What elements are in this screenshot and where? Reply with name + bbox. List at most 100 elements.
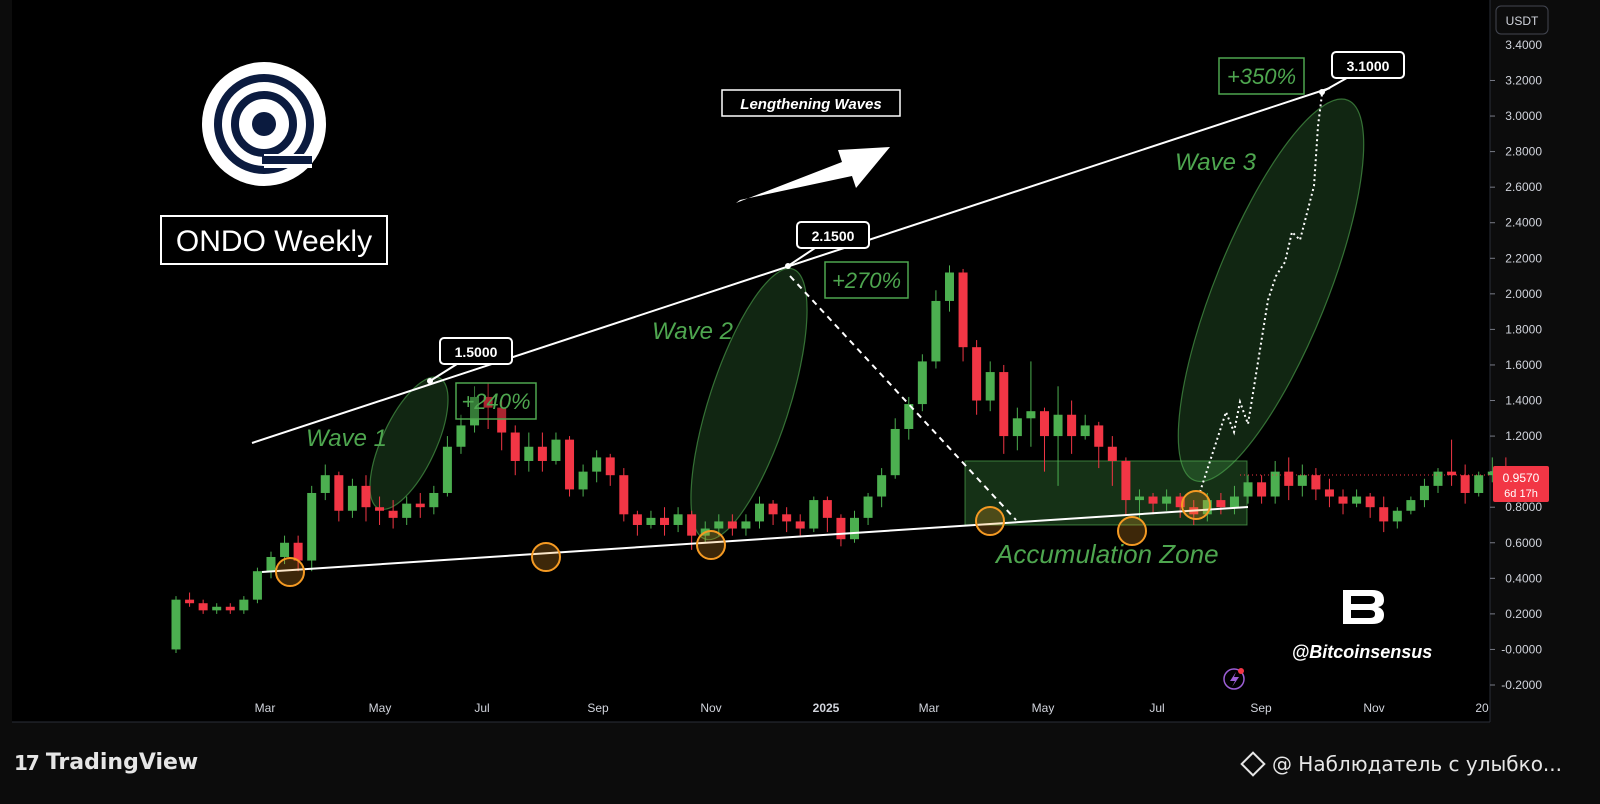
candle-body (1121, 460, 1131, 501)
author-name: @ Наблюдатель с улыбко... (1271, 752, 1562, 776)
candle-body (755, 503, 765, 522)
x-axis[interactable]: Mar May Jul Sep Nov 2025 Mar May Jul Sep Nov 20 (255, 701, 1489, 715)
candle-body (1487, 471, 1497, 476)
candle-body (1447, 471, 1457, 476)
candle-body (320, 475, 330, 493)
tradingview-logo[interactable]: 17 TradingView (14, 750, 198, 775)
current-price-tag (1493, 466, 1549, 502)
candle-body (1148, 496, 1158, 504)
candle-body (972, 347, 982, 401)
candle-body (524, 446, 534, 461)
pct-3-box (1218, 57, 1305, 95)
lightning-icon[interactable] (1223, 668, 1245, 690)
candle-body (687, 514, 697, 536)
candle-body (1324, 489, 1334, 497)
candle-body (1067, 414, 1077, 437)
candle-body (198, 603, 208, 611)
candle-body (1460, 475, 1470, 493)
candle-body (836, 517, 846, 540)
candle-body (252, 571, 262, 600)
candle-body (619, 475, 629, 515)
candle-body (1419, 485, 1429, 501)
candle-body (822, 500, 832, 518)
bitcoinsensus-logo-icon (1343, 590, 1384, 624)
candle-body (863, 496, 873, 518)
y-tick-label: 1.8000 (1505, 322, 1542, 336)
x-tick-label: Jul (474, 701, 489, 715)
candle-body (1297, 475, 1307, 486)
lengthening-waves-box (721, 89, 901, 117)
candle-body (565, 439, 575, 490)
candle-body (456, 425, 466, 447)
x-tick-label: May (1032, 701, 1055, 715)
candle-body (1216, 500, 1226, 508)
candle-body (795, 521, 805, 529)
candle-body (904, 404, 914, 429)
wave-3-label: Wave 3 (1175, 149, 1257, 176)
candle-body (890, 428, 900, 476)
x-tick-label: Sep (587, 701, 609, 715)
candle-body (958, 272, 968, 348)
lengthening-waves-label: Lengthening Waves (740, 96, 881, 113)
pct-2-box-label: +270% (832, 268, 901, 293)
candle-body (1175, 496, 1185, 508)
candle-body (429, 492, 439, 508)
candle-body (877, 475, 887, 497)
candle-body (293, 542, 303, 561)
y-tick-label: -0.0000 (1501, 642, 1542, 656)
candle-body (1406, 500, 1416, 511)
y-tick-label: 0.2000 (1505, 607, 1542, 621)
candle-body (741, 521, 751, 529)
pct-3-box-label: +350% (1227, 64, 1296, 89)
y-axis[interactable]: USDT -0.2000 -0.0000 0.2000 0.4000 0.6000 0.80… (1490, 5, 1549, 692)
candle-body (442, 446, 452, 493)
wave-3-projection (1199, 93, 1323, 493)
wave-1-label: Wave 1 (306, 425, 387, 452)
pct-1-box (455, 382, 537, 420)
candle-body (1474, 475, 1484, 493)
y-tick-label: 1.4000 (1505, 394, 1542, 408)
price-chart[interactable]: USDT -0.2000 -0.0000 0.2000 0.4000 0.6000 0.80… (0, 0, 1600, 740)
candle-body (605, 457, 615, 476)
candle-body (1243, 482, 1253, 497)
candle-body (632, 514, 642, 525)
accumulation-zone-box (964, 460, 1248, 526)
currency-badge[interactable] (1495, 5, 1549, 35)
peak-2-callout-label: 2.1500 (812, 228, 855, 244)
candle-body (1039, 411, 1049, 437)
candle-body (592, 457, 602, 472)
pct-2-box (824, 261, 909, 299)
candle-body (1379, 507, 1389, 522)
y-tick-label: 2.2000 (1505, 251, 1542, 265)
candle-body (850, 517, 859, 540)
pct-1-box-label: +240% (461, 389, 530, 414)
candle-body (1162, 496, 1172, 504)
candle-body (212, 606, 222, 611)
x-tick-label: 20 (1475, 701, 1489, 715)
support-touch-circle (696, 530, 726, 560)
candle-body (225, 606, 235, 611)
y-tick-label: 0.6000 (1505, 536, 1542, 550)
candle-body (673, 514, 683, 525)
candle-body (1202, 500, 1212, 515)
y-tick-label: 2.8000 (1505, 145, 1542, 159)
candle-body (1338, 496, 1348, 504)
candle-body (809, 500, 819, 529)
candle-body (985, 372, 995, 401)
y-tick-label: 0.8000 (1505, 500, 1542, 514)
candle-body (497, 407, 507, 433)
ondo-logo (202, 62, 326, 186)
support-touch-circle (1181, 490, 1211, 520)
candle-body (361, 485, 371, 508)
candle-body (375, 507, 385, 511)
candle-body (1080, 425, 1090, 437)
author-watermark: @ Наблюдатель с улыбко... (1240, 751, 1562, 777)
accumulation-zone-label: Accumulation Zone (994, 539, 1219, 569)
tradingview-mark-icon: 17 (14, 750, 40, 775)
candle-body (917, 361, 927, 405)
bitcoinsensus-handle: @Bitcoinsensus (1292, 642, 1433, 662)
candle-body (999, 372, 1009, 437)
candle-body (768, 503, 778, 515)
candle-body (1026, 411, 1036, 419)
